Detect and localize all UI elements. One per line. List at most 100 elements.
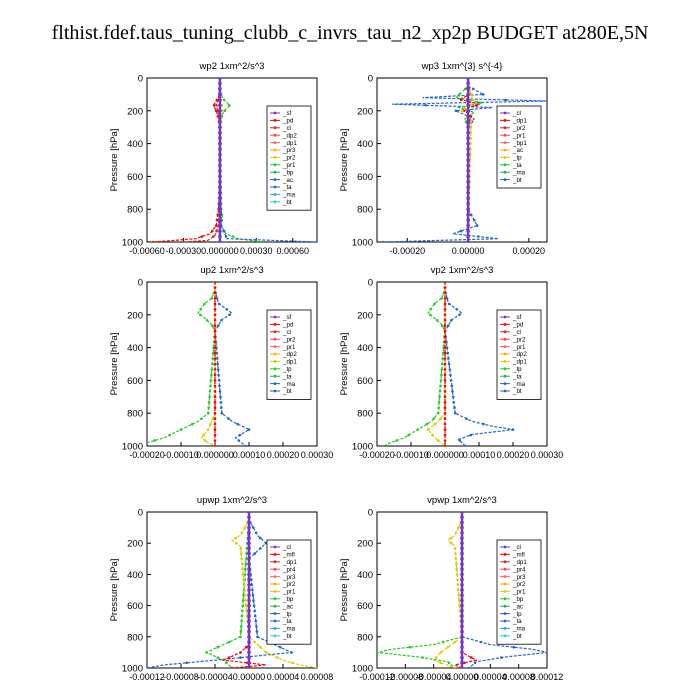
x-tick-label: 0.00004	[474, 672, 507, 682]
legend-marker	[273, 382, 277, 385]
series-point	[220, 319, 223, 322]
series-point	[443, 362, 447, 366]
series-point	[424, 104, 427, 107]
series-point	[243, 526, 247, 529]
legend-marker	[273, 330, 277, 334]
legend-marker	[273, 560, 277, 564]
series-point	[449, 373, 452, 377]
series-point	[206, 428, 210, 431]
x-tick-label: -0.00004	[197, 672, 233, 682]
series-point	[247, 567, 251, 571]
series-point	[443, 329, 447, 333]
series-point	[247, 614, 251, 618]
series-point	[218, 78, 222, 80]
series-point	[240, 531, 244, 535]
series-point	[455, 562, 458, 566]
x-tick-label: 0.00030	[301, 450, 334, 460]
series-point	[460, 635, 464, 639]
series-point	[218, 136, 222, 140]
legend-marker	[273, 374, 277, 378]
series-point	[439, 417, 442, 421]
series-point	[545, 651, 547, 654]
series-point	[228, 313, 231, 317]
series-point	[213, 433, 217, 437]
series-point	[441, 357, 445, 360]
legend-entry: _tp	[512, 611, 522, 618]
series-point	[220, 406, 223, 410]
series-point	[218, 191, 222, 195]
series-point	[433, 302, 436, 306]
series-point	[240, 625, 243, 628]
legend-marker	[503, 582, 507, 586]
legend-entry: _dp2	[282, 132, 297, 139]
series-point	[460, 536, 464, 540]
x-tick-label: 0.00012	[531, 672, 564, 682]
series-point	[446, 645, 450, 649]
series-point	[466, 125, 470, 129]
series-point	[241, 609, 244, 613]
series-point	[460, 593, 464, 597]
series-point	[218, 98, 222, 102]
y-tick-label: 400	[127, 139, 143, 150]
legend-marker	[273, 582, 277, 586]
series-point	[443, 411, 447, 415]
series-point	[224, 235, 228, 238]
series-point	[215, 229, 218, 233]
series-point	[466, 240, 470, 242]
series-point	[220, 411, 224, 415]
series-point	[238, 433, 242, 437]
series-point	[469, 120, 473, 123]
y-axis-label: Pressure [hPa]	[109, 559, 120, 622]
series-point	[218, 174, 222, 179]
panel-5: upwp 1xm^2/s^3 Pressure [hPa] 0 200 400 600 80…	[109, 495, 333, 682]
legend: _cl_mfl_dp1_pr4_pr3_pr2_pr1_bp_ac_tp_ta_…	[496, 539, 542, 645]
series-point	[247, 619, 251, 623]
series-point	[213, 401, 217, 404]
series-point	[247, 551, 251, 556]
y-axis-label: Pressure [hPa]	[339, 333, 350, 396]
series-point	[213, 422, 217, 426]
series-point	[259, 645, 262, 649]
legend-marker	[503, 352, 507, 356]
series-point	[247, 666, 251, 668]
series-point	[247, 531, 251, 535]
series-point	[381, 240, 385, 242]
series-point	[225, 661, 228, 665]
legend-entry: _ta	[282, 618, 292, 625]
series-point	[432, 417, 436, 421]
series-point	[218, 384, 221, 388]
legend-marker	[503, 389, 507, 393]
legend-entry: _ma	[512, 626, 526, 633]
series-point	[466, 136, 470, 140]
legend-marker	[273, 133, 277, 137]
series-point	[460, 557, 464, 561]
series-point	[460, 551, 464, 556]
legend-entry: _ta	[512, 162, 522, 169]
series-point	[434, 656, 438, 659]
series-point	[466, 92, 470, 97]
series-point	[441, 362, 444, 366]
series-point	[457, 599, 461, 602]
series-point	[482, 422, 485, 426]
series-point	[440, 373, 443, 377]
series-point	[213, 368, 217, 371]
series-point	[253, 640, 256, 644]
series-point	[210, 324, 214, 328]
series-point	[254, 531, 258, 535]
series-point	[218, 130, 222, 135]
series-point	[466, 130, 470, 135]
series-point	[205, 651, 208, 654]
series-point	[443, 286, 447, 289]
series-point	[466, 174, 470, 179]
series-point	[466, 169, 470, 173]
legend-marker	[503, 337, 507, 341]
x-tick-label: -0.00008	[163, 672, 199, 682]
series-point	[452, 401, 456, 404]
series-point	[466, 207, 470, 211]
series-point	[247, 536, 251, 540]
x-tick-label: 0.000000	[426, 450, 464, 460]
series-point	[466, 191, 470, 195]
legend-entry: _dp1	[282, 359, 297, 366]
series-point	[247, 650, 251, 655]
y-tick-label: 400	[357, 343, 373, 354]
